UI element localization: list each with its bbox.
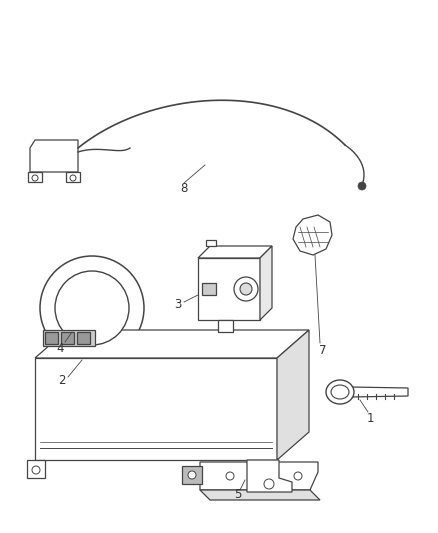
Ellipse shape: [331, 385, 349, 399]
Polygon shape: [61, 332, 74, 344]
Circle shape: [32, 466, 40, 474]
Polygon shape: [218, 320, 233, 332]
Circle shape: [234, 277, 258, 301]
Text: 1: 1: [366, 411, 374, 424]
Text: 3: 3: [174, 298, 182, 311]
Text: 4: 4: [56, 342, 64, 354]
Ellipse shape: [326, 380, 354, 404]
Polygon shape: [200, 490, 320, 500]
Polygon shape: [200, 462, 318, 490]
Polygon shape: [35, 330, 309, 358]
Polygon shape: [206, 240, 216, 246]
Polygon shape: [27, 460, 45, 478]
Polygon shape: [350, 387, 408, 397]
Polygon shape: [198, 258, 260, 320]
Polygon shape: [28, 172, 42, 182]
Polygon shape: [66, 172, 80, 182]
Polygon shape: [35, 358, 277, 460]
Polygon shape: [182, 466, 202, 484]
Polygon shape: [260, 246, 272, 320]
Polygon shape: [198, 246, 272, 258]
Circle shape: [294, 472, 302, 480]
Polygon shape: [293, 215, 332, 255]
Polygon shape: [277, 330, 309, 460]
Circle shape: [188, 471, 196, 479]
Circle shape: [70, 175, 76, 181]
Polygon shape: [202, 283, 216, 295]
Circle shape: [240, 283, 252, 295]
Circle shape: [358, 182, 366, 190]
Circle shape: [264, 479, 274, 489]
Circle shape: [226, 472, 234, 480]
Circle shape: [40, 256, 144, 360]
Polygon shape: [45, 332, 58, 344]
Text: 5: 5: [234, 489, 242, 502]
Polygon shape: [77, 332, 90, 344]
Polygon shape: [30, 140, 78, 172]
Polygon shape: [43, 330, 95, 346]
Polygon shape: [247, 460, 292, 492]
Text: 2: 2: [58, 374, 66, 386]
Circle shape: [55, 271, 129, 345]
Text: 7: 7: [319, 343, 327, 357]
Text: 8: 8: [180, 182, 188, 195]
Circle shape: [32, 175, 38, 181]
